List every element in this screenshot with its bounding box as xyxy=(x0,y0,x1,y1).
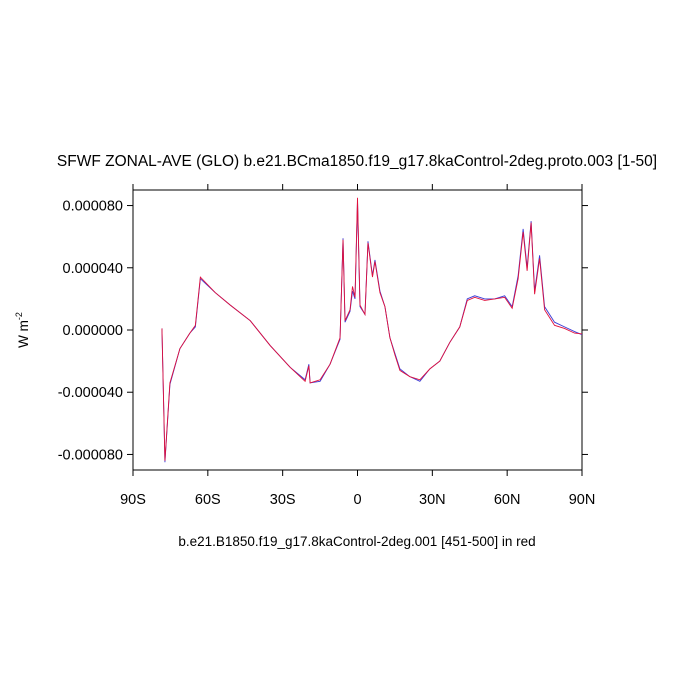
chart-subtitle: b.e21.B1850.f19_g17.8kaControl-2deg.001 … xyxy=(178,534,535,549)
x-tick-label: 90N xyxy=(569,492,596,508)
y-axis-label-sup: -2 xyxy=(14,312,24,320)
y-tick-label: -0.000080 xyxy=(58,447,123,463)
x-tick-label: 0 xyxy=(353,492,361,508)
x-tick-label: 60S xyxy=(195,492,221,508)
y-tick-label: -0.000040 xyxy=(58,385,123,401)
y-tick-label: 0.000000 xyxy=(63,323,123,339)
x-tick-label: 30S xyxy=(270,492,296,508)
y-axis-label-text: W m xyxy=(16,320,31,348)
y-tick-label: 0.000040 xyxy=(63,261,123,277)
y-axis-label: W m-2 xyxy=(14,312,31,348)
series-line xyxy=(161,200,583,463)
series-line xyxy=(161,197,583,461)
x-tick-label: 90S xyxy=(120,492,146,508)
x-tick-label: 30N xyxy=(419,492,446,508)
x-tick-label: 60N xyxy=(494,492,521,508)
plot-frame xyxy=(132,189,583,471)
y-tick-label: 0.000080 xyxy=(63,199,123,215)
chart-title: SFWF ZONAL-AVE (GLO) b.e21.BCma1850.f19_… xyxy=(57,153,657,170)
